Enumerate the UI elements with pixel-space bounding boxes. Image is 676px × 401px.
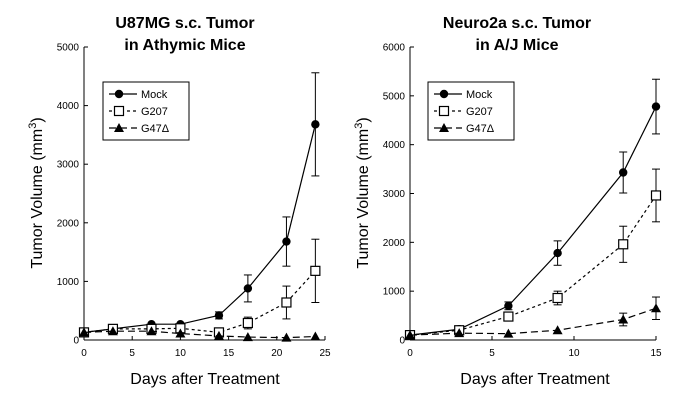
- data-point: [146, 326, 157, 336]
- legend-item: G207: [109, 105, 168, 118]
- data-point: [503, 328, 514, 338]
- y-tick-label: 1000: [57, 277, 80, 288]
- x-tick-label: 10: [175, 348, 187, 359]
- data-point: [405, 330, 415, 340]
- y-tick-label: 0: [73, 336, 79, 347]
- y-axis-label: Tumor Volume (mm3): [353, 117, 372, 268]
- data-point: [107, 326, 118, 336]
- series-line: [409, 307, 657, 336]
- y-tick-label: 4000: [383, 140, 406, 151]
- legend-label: G47Δ: [466, 123, 495, 135]
- data-point: [618, 314, 629, 324]
- y-tick-label: 0: [399, 336, 405, 347]
- legend-marker: [114, 123, 124, 132]
- series-line: [83, 270, 316, 333]
- data-point: [618, 239, 629, 250]
- series-line: [409, 106, 657, 336]
- y-tick-label: 4000: [57, 101, 80, 112]
- legend-marker: [114, 89, 124, 99]
- data-point: [79, 327, 89, 337]
- y-axis-label-superscript: 3: [353, 123, 365, 129]
- data-point: [651, 303, 661, 313]
- legend-marker: [438, 105, 450, 117]
- x-axis-label: Days after Treatment: [460, 371, 610, 388]
- legend-item: Mock: [109, 89, 168, 101]
- data-point: [282, 237, 291, 246]
- y-axis-label: Tumor Volume (mm3): [27, 117, 46, 268]
- data-point: [651, 102, 661, 111]
- y-axis-label-close: ): [355, 117, 372, 122]
- data-point: [243, 284, 253, 293]
- y-axis-label-text: Tumor Volume (mm: [29, 129, 46, 269]
- data-point: [503, 311, 514, 322]
- chart-title: Neuro2a s.c. Tumor: [443, 15, 591, 32]
- x-tick-label: 5: [129, 348, 135, 359]
- y-tick-label: 3000: [57, 160, 80, 171]
- y-tick-label: 1000: [383, 287, 406, 298]
- data-point: [552, 325, 563, 335]
- x-axis-label: Days after Treatment: [130, 371, 280, 388]
- data-point: [552, 292, 563, 304]
- y-tick-label: 2000: [383, 238, 406, 249]
- data-point: [619, 168, 628, 177]
- y-axis-label-close: ): [29, 117, 46, 122]
- x-tick-label: 20: [271, 348, 283, 359]
- data-point: [454, 328, 465, 338]
- data-point: [504, 301, 513, 311]
- legend-item: Mock: [434, 89, 493, 101]
- y-axis-label-text: Tumor Volume (mm: [355, 129, 372, 269]
- x-tick-label: 5: [489, 348, 495, 359]
- legend-item: G47Δ: [434, 123, 495, 135]
- x-tick-label: 15: [650, 348, 662, 359]
- data-point: [310, 265, 321, 276]
- x-tick-label: 10: [568, 348, 580, 359]
- legend-label: G47Δ: [141, 123, 170, 135]
- x-tick-label: 25: [319, 348, 331, 359]
- data-point: [650, 190, 662, 201]
- y-tick-label: 5000: [57, 43, 80, 54]
- x-tick-label: 0: [407, 348, 413, 359]
- data-point: [175, 328, 186, 338]
- y-tick-label: 2000: [57, 218, 80, 229]
- series-line: [83, 330, 316, 339]
- chart-title: in A/J Mice: [476, 37, 559, 54]
- data-point: [242, 332, 253, 342]
- legend-label: G207: [141, 106, 168, 118]
- series-line: [409, 195, 657, 336]
- series-square-open: [78, 238, 321, 338]
- data-point: [310, 331, 321, 341]
- legend-item: G47Δ: [109, 123, 170, 135]
- data-point: [311, 120, 320, 129]
- x-tick-label: 0: [81, 348, 87, 359]
- x-tick-label: 15: [223, 348, 235, 359]
- chart-title: in Athymic Mice: [124, 37, 245, 54]
- chart-title: U87MG s.c. Tumor: [115, 15, 254, 32]
- legend-marker: [439, 123, 449, 132]
- legend-item: G207: [434, 105, 493, 118]
- legend-marker: [439, 89, 449, 99]
- series-square-open: [404, 168, 662, 341]
- series-line: [83, 124, 316, 333]
- y-axis-label-superscript: 3: [27, 123, 39, 129]
- y-tick-label: 5000: [383, 91, 406, 102]
- series-triangle: [79, 326, 321, 342]
- data-point: [213, 330, 224, 340]
- data-point: [281, 297, 292, 308]
- legend-marker: [113, 105, 125, 117]
- y-tick-label: 3000: [383, 189, 406, 200]
- y-tick-label: 6000: [383, 43, 406, 54]
- data-point: [242, 317, 253, 329]
- data-point: [553, 248, 562, 258]
- legend-label: Mock: [141, 89, 168, 101]
- legend-label: G207: [466, 106, 493, 118]
- legend-label: Mock: [466, 89, 493, 101]
- data-point: [281, 332, 292, 342]
- data-point: [214, 311, 224, 320]
- series-triangle: [405, 296, 661, 340]
